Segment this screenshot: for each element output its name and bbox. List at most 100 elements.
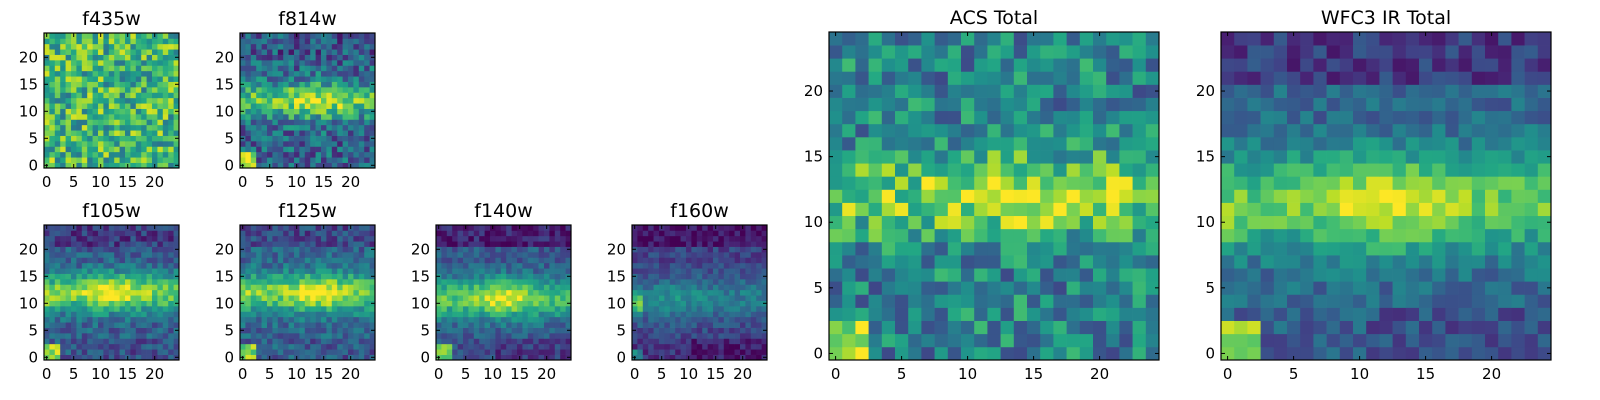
heatmap-cell: [452, 322, 458, 328]
heatmap-cell: [310, 49, 316, 55]
heatmap-cell: [261, 103, 268, 109]
heatmap-cell: [92, 81, 99, 88]
heatmap-cell: [544, 322, 550, 328]
heatmap-cell: [321, 97, 327, 104]
heatmap-cell: [364, 289, 370, 296]
y-tick-label: 5: [224, 129, 234, 147]
heatmap-cell: [479, 252, 485, 258]
heatmap-cell: [686, 327, 692, 334]
heatmap-cell: [691, 289, 698, 296]
heatmap-cell: [463, 235, 469, 242]
heatmap-cell: [560, 354, 566, 361]
heatmap-cell: [65, 235, 72, 242]
heatmap-cell: [369, 235, 376, 242]
heatmap-cell: [71, 252, 77, 258]
heatmap-cell: [60, 246, 66, 253]
heatmap-cell: [1145, 189, 1160, 203]
heatmap-cell: [256, 114, 262, 120]
heatmap-cell: [734, 230, 741, 237]
heatmap-cell: [842, 150, 856, 164]
heatmap-cell: [987, 215, 1001, 230]
heatmap-cell: [76, 60, 83, 66]
heatmap-cell: [146, 141, 153, 147]
heatmap-cell: [119, 284, 126, 291]
heatmap-cell: [157, 257, 164, 264]
heatmap-cell: [288, 333, 295, 339]
heatmap-cell: [288, 262, 295, 269]
heatmap-cell: [441, 333, 448, 339]
heatmap-cell: [358, 108, 365, 115]
heatmap-cell: [256, 268, 262, 274]
heatmap-cell: [71, 87, 77, 93]
heatmap-cell: [560, 300, 566, 307]
heatmap-cell: [283, 338, 289, 345]
heatmap-cell: [921, 215, 935, 230]
heatmap-cell: [1013, 110, 1028, 125]
heatmap-cell: [750, 311, 757, 318]
heatmap-cell: [446, 262, 453, 269]
heatmap-cell: [1106, 176, 1120, 190]
heatmap-cell: [713, 343, 719, 350]
heatmap-cell: [713, 349, 719, 355]
heatmap-cell: [103, 92, 110, 99]
heatmap-cell: [152, 289, 158, 296]
heatmap-cell: [1471, 320, 1486, 335]
heatmap-cell: [71, 230, 77, 237]
heatmap-cell: [81, 311, 88, 318]
heatmap-cell: [103, 141, 110, 147]
heatmap-cell: [168, 279, 174, 285]
heatmap-cell: [353, 241, 360, 247]
heatmap-cell: [842, 281, 856, 295]
heatmap-cell: [245, 157, 252, 163]
heatmap-cell: [65, 141, 72, 147]
heatmap-cell: [119, 273, 126, 280]
heatmap-cell: [250, 343, 257, 350]
heatmap-cell: [60, 273, 66, 280]
heatmap-cell: [71, 241, 77, 247]
heatmap-cell: [135, 119, 142, 126]
heatmap-cell: [745, 295, 752, 301]
heatmap-cell: [60, 262, 66, 269]
heatmap-cell: [321, 241, 327, 247]
heatmap-cell: [675, 241, 681, 247]
heatmap-cell: [65, 97, 72, 104]
heatmap-cell: [1511, 294, 1525, 308]
heatmap-cell: [277, 97, 284, 104]
heatmap-cell: [664, 327, 671, 334]
heatmap-cell: [315, 300, 322, 307]
heatmap-cell: [119, 146, 126, 153]
heatmap-cell: [723, 241, 730, 247]
heatmap-cell: [261, 119, 268, 126]
heatmap-cell: [310, 54, 316, 61]
heatmap-cell: [44, 316, 50, 323]
heatmap-cell: [49, 322, 56, 328]
x-tick-label: 20: [145, 173, 164, 191]
heatmap-cell: [342, 49, 349, 55]
heatmap-cell: [288, 49, 295, 55]
heatmap-cell: [299, 81, 306, 88]
heatmap-cell: [517, 262, 523, 269]
heatmap-cell: [256, 70, 262, 77]
heatmap-cell: [1247, 163, 1261, 177]
heatmap-cell: [961, 97, 975, 112]
heatmap-cell: [103, 97, 110, 104]
heatmap-cell: [250, 289, 257, 296]
heatmap-cell: [637, 246, 644, 253]
heatmap-cell: [87, 230, 93, 237]
heatmap-cell: [54, 279, 61, 285]
heatmap-cell: [240, 114, 246, 120]
heatmap-cell: [146, 311, 153, 318]
heatmap-cell: [369, 343, 376, 350]
heatmap-cell: [675, 284, 681, 291]
heatmap-cell: [659, 235, 665, 242]
heatmap-cell: [369, 338, 376, 345]
heatmap-cell: [272, 354, 279, 361]
heatmap-cell: [1432, 202, 1446, 217]
heatmap-cell: [718, 262, 725, 269]
heatmap-cell: [310, 257, 316, 264]
heatmap-cell: [691, 322, 698, 328]
heatmap-cell: [261, 241, 268, 247]
heatmap-cell: [326, 338, 333, 345]
heatmap-cell: [1300, 215, 1314, 230]
heatmap-cell: [49, 338, 56, 345]
